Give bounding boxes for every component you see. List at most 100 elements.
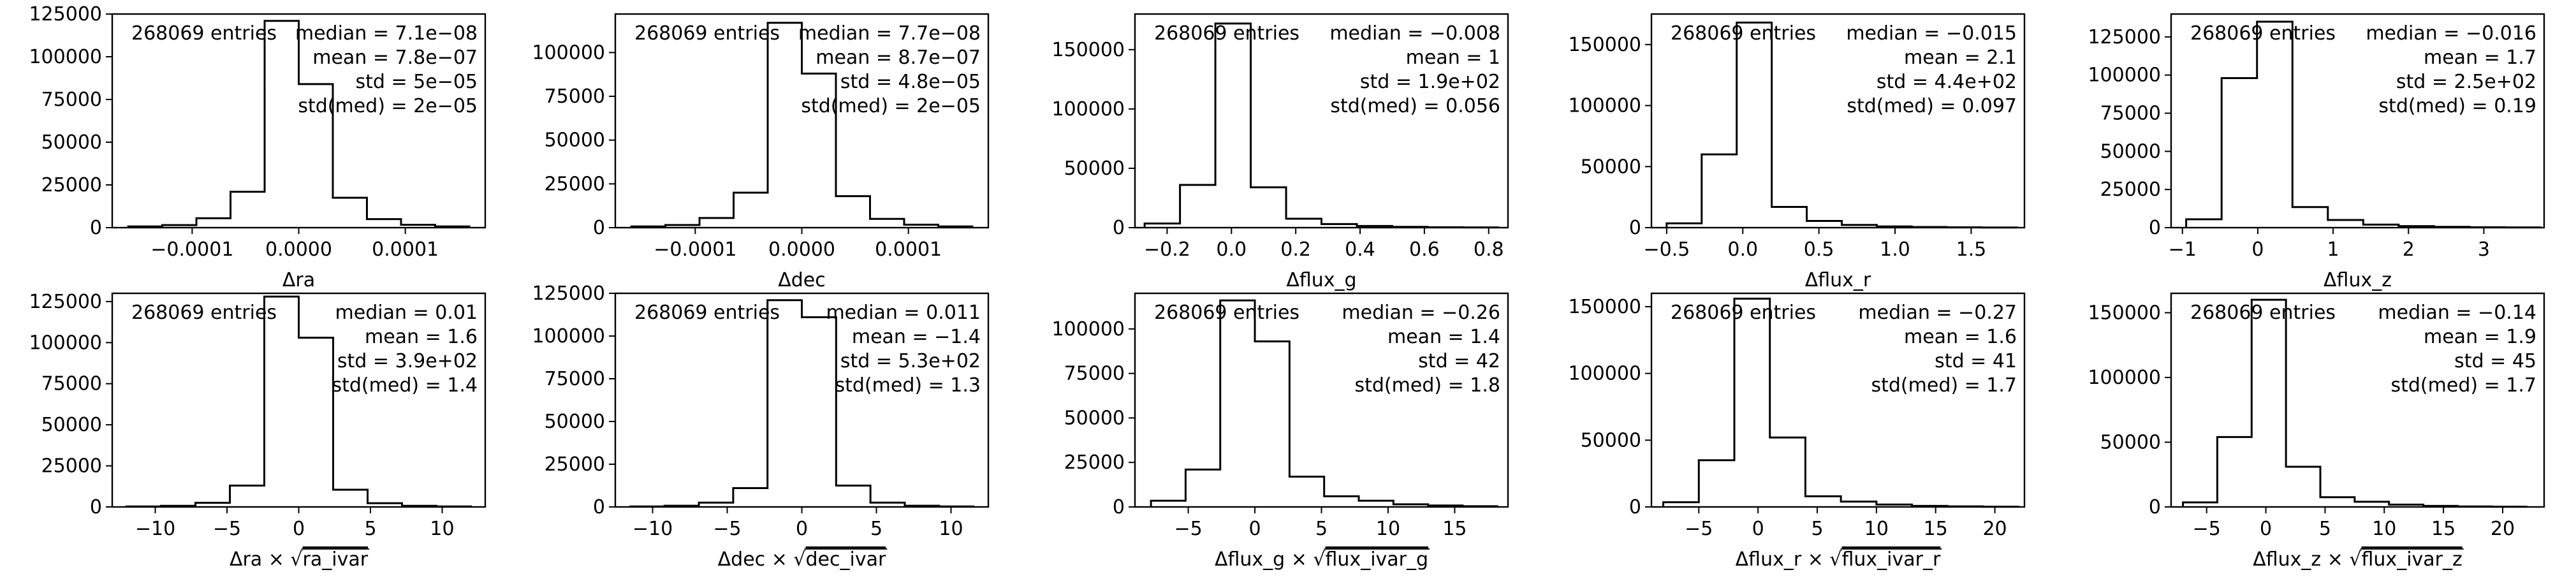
- x-axis-label-main: Δflux_g ×: [1215, 548, 1313, 571]
- x-axis-label-radicand: flux_ivar_r: [1842, 548, 1941, 571]
- sqrt-symbol: √: [1313, 548, 1326, 571]
- x-axis-label-main: Δflux_r ×: [1736, 548, 1830, 571]
- y-tick-label: 75000: [545, 85, 605, 108]
- y-tick-label: 0: [90, 217, 102, 239]
- entries-label: 268069 entries: [1671, 302, 1816, 324]
- x-tick-label: 1: [2327, 238, 2339, 261]
- x-tick-label: 20: [1982, 518, 2007, 540]
- x-tick-label: 0.0000: [265, 238, 332, 261]
- y-tick-label: 75000: [1064, 363, 1125, 385]
- x-tick-label: 0.8: [1474, 238, 1504, 261]
- x-tick-label: −5: [1685, 518, 1713, 540]
- y-tick-label: 100000: [1051, 318, 1125, 341]
- x-axis-label: Δflux_r × √flux_ivar_r: [1736, 548, 1941, 571]
- stat-label: std = 41: [1935, 350, 2017, 372]
- histogram-panel-flux_g: −0.2 0.0 0.2 0.4 0.6 0.8 0 50000 100000 150000 268…: [1051, 13, 1509, 291]
- x-tick-label: 0: [1248, 518, 1261, 540]
- stat-label: std = 2.5e+02: [2396, 71, 2536, 93]
- histogram-panel-dec: −0.0001 0.0000 0.0001 0 25000 50000 75000 10000…: [532, 13, 990, 291]
- x-axis-label-main: Δdec ×: [718, 548, 794, 571]
- histogram-step-line: [1150, 299, 1498, 508]
- x-tick-label: 0: [293, 518, 305, 540]
- y-tick-label: 100000: [2088, 64, 2161, 87]
- y-tick-label: 100000: [29, 46, 102, 68]
- sqrt-symbol: √: [2349, 548, 2362, 571]
- y-tick-label: 75000: [41, 89, 102, 111]
- histogram-panel-ra: −0.0001 0.0000 0.0001 0 25000 50000 75000 10000…: [29, 3, 487, 291]
- y-tick-label: 50000: [545, 129, 605, 152]
- sqrt-symbol: √: [290, 548, 303, 571]
- x-axis-label-radicand: flux_ivar_z: [2362, 548, 2463, 571]
- stat-label: std = 45: [2454, 350, 2536, 372]
- y-tick-label: 50000: [1581, 429, 1641, 451]
- x-tick-label: −5: [1174, 518, 1202, 540]
- stat-label: std(med) = 0.097: [1847, 95, 2017, 117]
- y-tick-label: 0: [1113, 496, 1125, 518]
- y-tick-label: 25000: [2100, 179, 2161, 201]
- entries-label: 268069 entries: [131, 22, 277, 45]
- axes-frame: [1650, 13, 2026, 229]
- entries-label: 268069 entries: [1154, 302, 1299, 324]
- x-tick-label: −5: [213, 518, 241, 540]
- x-tick-label: −0.0001: [150, 238, 233, 261]
- stat-label: mean = 1.9: [2424, 326, 2536, 348]
- x-axis-label-main: Δra ×: [230, 548, 290, 571]
- stat-label: mean = 8.7e−07: [816, 47, 981, 69]
- sqrt-symbol: √: [793, 548, 806, 571]
- y-tick-label: 75000: [41, 373, 102, 395]
- y-tick-label: 25000: [41, 174, 102, 196]
- x-axis-label: Δflux_g: [1286, 269, 1356, 291]
- x-tick-label: 0.0000: [768, 238, 835, 261]
- y-tick-label: 50000: [1064, 407, 1125, 429]
- axes-frame: [2170, 292, 2545, 508]
- y-tick-label: 50000: [1581, 156, 1641, 178]
- histogram-step-line: [630, 22, 974, 228]
- y-tick-label: 50000: [2100, 140, 2161, 163]
- entries-label: 268069 entries: [2190, 22, 2336, 45]
- x-tick-label: 20: [2491, 518, 2515, 540]
- x-tick-label: 10: [2372, 518, 2396, 540]
- x-axis-label-main: Δflux_z ×: [2253, 548, 2349, 571]
- x-tick-label: −5: [713, 518, 741, 540]
- stat-label: median = −0.016: [2366, 22, 2536, 45]
- entries-label: 268069 entries: [1671, 22, 1816, 45]
- stat-label: std(med) = 0.19: [2378, 95, 2536, 117]
- stat-label: mean = 1.7: [2424, 47, 2536, 69]
- x-tick-label: 1.0: [1880, 238, 1910, 261]
- y-tick-label: 25000: [545, 453, 605, 476]
- stat-label: std(med) = 2e−05: [801, 95, 981, 117]
- x-axis-label-radicand: flux_ivar_g: [1326, 548, 1429, 571]
- stat-label: std = 5e−05: [356, 71, 478, 93]
- stat-label: std = 1.9e+02: [1360, 71, 1500, 93]
- x-tick-label: 0.2: [1280, 238, 1311, 261]
- stat-label: median = 0.011: [826, 302, 981, 324]
- y-tick-label: 150000: [1051, 39, 1125, 61]
- x-tick-label: 0: [796, 518, 808, 540]
- x-tick-label: 0.4: [1345, 238, 1375, 261]
- y-tick-label: 100000: [29, 332, 102, 354]
- histogram-step-line: [126, 295, 472, 508]
- x-axis-label: Δflux_r: [1805, 269, 1871, 291]
- x-axis-label: Δflux_z × √flux_ivar_z: [2253, 548, 2463, 571]
- y-tick-label: 150000: [1568, 34, 1641, 56]
- x-tick-label: −5: [2193, 518, 2221, 540]
- histogram-panel-flux_g_norm: −5 0 5 10 15 0 25000 50000 75000 100000 268069 ent…: [1051, 292, 1509, 571]
- entries-label: 268069 entries: [131, 302, 277, 324]
- stat-label: median = −0.14: [2378, 302, 2536, 324]
- stat-label: mean = 7.8e−07: [312, 47, 478, 69]
- x-axis-label: Δflux_z: [2324, 269, 2392, 291]
- stat-label: std(med) = 1.3: [835, 374, 981, 397]
- x-tick-label: 10: [430, 518, 454, 540]
- x-tick-label: 15: [1924, 518, 1948, 540]
- x-axis-label: Δra: [282, 269, 315, 291]
- stat-label: median = −0.27: [1858, 302, 2017, 324]
- stat-label: std(med) = 1.8: [1355, 374, 1501, 397]
- y-tick-label: 50000: [2100, 431, 2161, 453]
- entries-label: 268069 entries: [1154, 22, 1299, 45]
- y-tick-label: 0: [2149, 217, 2161, 239]
- x-axis-label-radicand: ra_ivar: [303, 548, 369, 571]
- x-tick-label: 3: [2478, 238, 2490, 261]
- axes-frame: [1134, 13, 1509, 229]
- x-tick-label: 10: [1864, 518, 1889, 540]
